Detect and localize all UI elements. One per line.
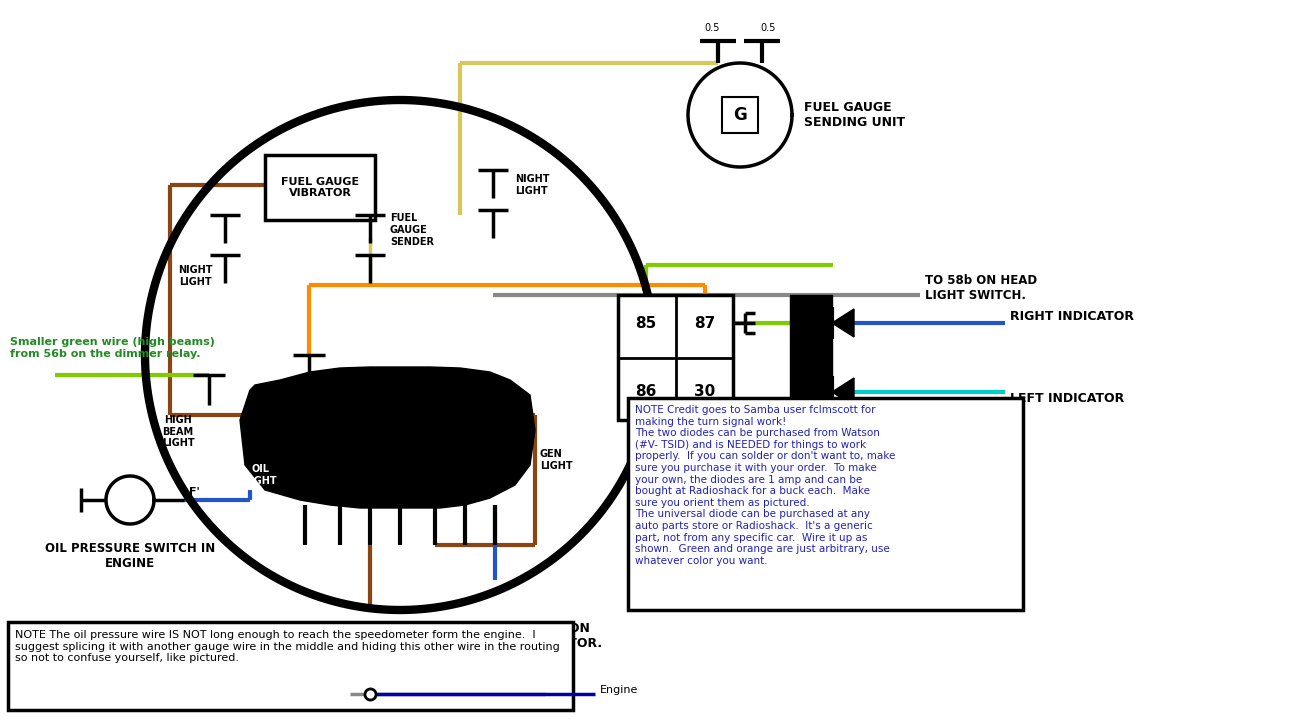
Text: FUEL GAUGE
VIBRATOR: FUEL GAUGE VIBRATOR <box>281 176 359 198</box>
Text: GEN
LIGHT: GEN LIGHT <box>540 449 572 471</box>
Text: Engine: Engine <box>600 685 638 695</box>
Bar <box>8 622 572 710</box>
Text: 0.5: 0.5 <box>704 23 720 33</box>
Polygon shape <box>240 367 535 508</box>
Text: F': F' <box>189 487 199 497</box>
Text: 87: 87 <box>694 315 716 330</box>
Text: TO 58b ON HEAD
LIGHT SWITCH.: TO 58b ON HEAD LIGHT SWITCH. <box>925 274 1037 302</box>
Text: 0.5: 0.5 <box>760 23 776 33</box>
Text: TO D+ ON
ALTERNATOR.: TO D+ ON ALTERNATOR. <box>508 622 602 650</box>
Text: 86: 86 <box>636 384 657 400</box>
Text: 85: 85 <box>636 315 657 330</box>
Text: FUEL
GAUGE
SENDER: FUEL GAUGE SENDER <box>390 213 434 246</box>
Text: RIGHT INDICATOR: RIGHT INDICATOR <box>1010 310 1134 323</box>
Text: G: G <box>733 106 747 124</box>
Text: TO 'ALT DIO' ON
FUSE BOX: TO 'ALT DIO' ON FUSE BOX <box>325 622 435 650</box>
Polygon shape <box>831 378 853 406</box>
Bar <box>790 295 831 420</box>
Text: NOTE The oil pressure wire IS NOT long enough to reach the speedometer form the : NOTE The oil pressure wire IS NOT long e… <box>16 630 559 663</box>
Text: 30: 30 <box>694 384 716 400</box>
Text: OIL
LIGHT: OIL LIGHT <box>243 464 276 486</box>
Text: HIGH
BEAM
LIGHT: HIGH BEAM LIGHT <box>162 415 194 448</box>
Text: LEFT INDICATOR: LEFT INDICATOR <box>1010 392 1124 405</box>
Text: OIL PRESSURE SWITCH IN
ENGINE: OIL PRESSURE SWITCH IN ENGINE <box>45 542 215 570</box>
Bar <box>628 398 1023 610</box>
Text: NIGHT
LIGHT: NIGHT LIGHT <box>515 174 549 196</box>
Text: Smaller green wire (high beams)
from 56b on the dimmer relay.: Smaller green wire (high beams) from 56b… <box>10 337 215 359</box>
Text: NIGHT
LIGHT: NIGHT LIGHT <box>177 265 212 287</box>
Bar <box>618 295 733 420</box>
Text: TURN
SIGNAL
LIGHT: TURN SIGNAL LIGHT <box>280 390 320 423</box>
Text: NOTE Credit goes to Samba user fclmscott for
making the turn signal work!
The tw: NOTE Credit goes to Samba user fclmscott… <box>635 405 895 566</box>
Polygon shape <box>831 309 853 337</box>
Text: FUEL GAUGE
SENDING UNIT: FUEL GAUGE SENDING UNIT <box>804 101 905 129</box>
Bar <box>723 97 758 133</box>
Bar <box>265 155 376 220</box>
